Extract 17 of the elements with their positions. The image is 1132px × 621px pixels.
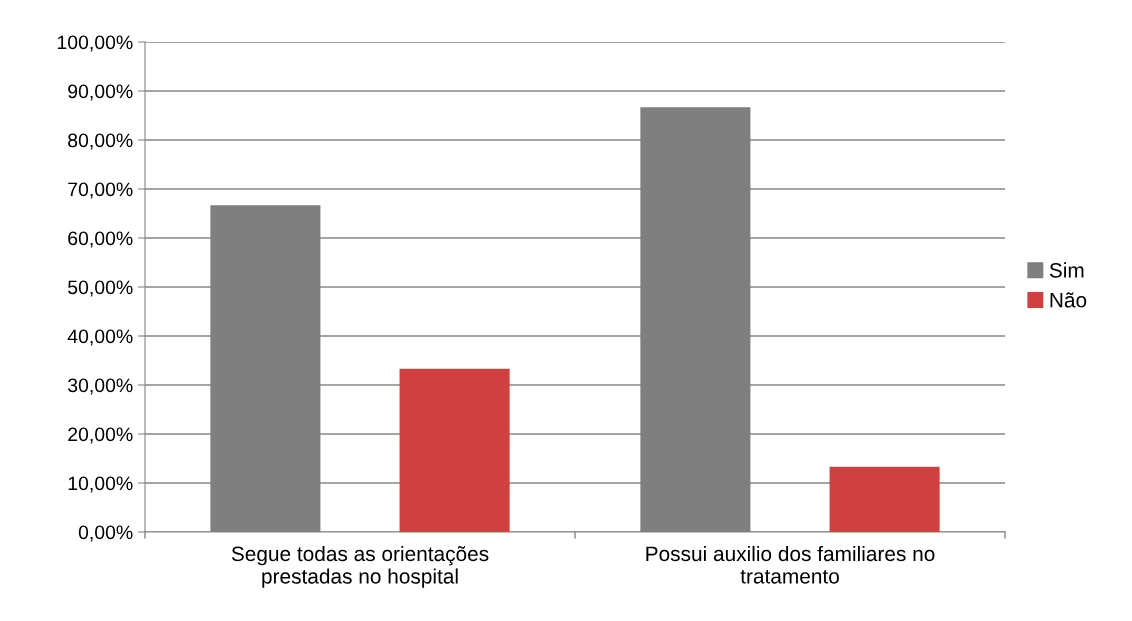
y-tick-label: 40,00% <box>67 329 133 346</box>
y-tick-label: 90,00% <box>68 84 133 101</box>
y-tick-label: 100,00% <box>57 35 133 52</box>
y-tick-label: 10,00% <box>68 476 133 493</box>
x-tick-label: Segue todas as orientações prestadas no hospital <box>231 545 489 588</box>
legend-label: Não <box>1050 292 1087 308</box>
y-tick-label: 80,00% <box>68 133 133 150</box>
x-tick-label: Possui auxilio dos familiares no tratamento <box>646 545 935 584</box>
bar <box>829 466 940 532</box>
y-tick-label: 0,00% <box>78 525 133 542</box>
y-tick-label: 50,00% <box>68 280 133 297</box>
y-tick-label: 30,00% <box>67 378 133 395</box>
y-tick-label: 60,00% <box>68 231 133 248</box>
legend-label: Sim <box>1049 262 1084 278</box>
bar <box>399 368 510 532</box>
y-tick-label: 20,00% <box>68 427 133 444</box>
y-tick-label: 70,00% <box>68 182 133 199</box>
